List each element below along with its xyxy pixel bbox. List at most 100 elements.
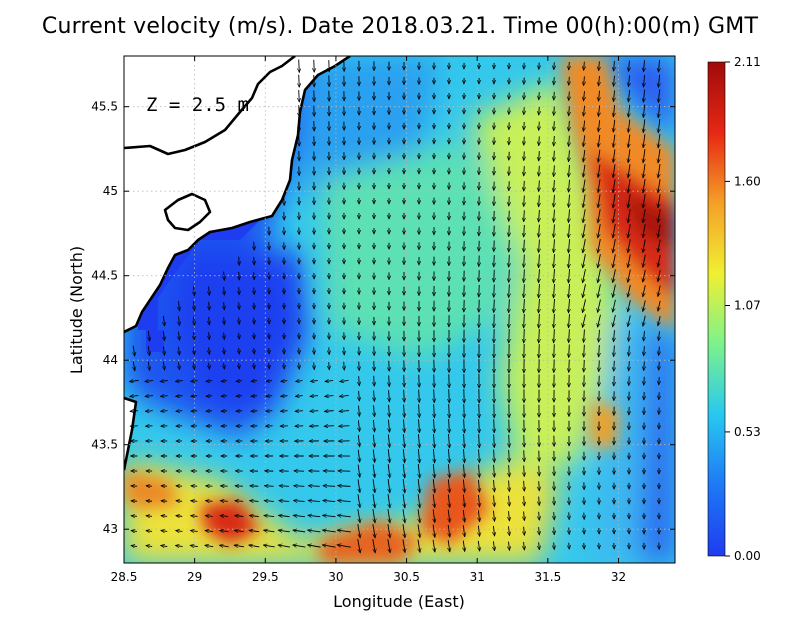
velocity-arrow [130,411,139,412]
velocity-arrow [509,510,510,521]
velocity-arrow [494,434,495,447]
velocity-arrow [359,376,360,386]
velocity-arrow [643,300,646,311]
velocity-arrow [554,542,555,550]
velocity-arrow [239,271,240,280]
velocity-arrow [264,501,274,502]
velocity-arrow [358,479,360,492]
velocity-arrow [337,530,351,532]
velocity-arrow [194,286,195,296]
velocity-arrow [133,345,135,356]
velocity-arrow [658,300,660,311]
velocity-arrow [293,530,306,532]
velocity-arrow [629,330,630,342]
velocity-arrow [178,362,179,370]
velocity-arrow [569,179,570,192]
velocity-arrow [554,512,555,520]
velocity-arrow [449,418,450,433]
velocity-arrow [448,479,449,492]
velocity-arrow [598,105,599,116]
velocity-arrow [448,524,450,537]
velocity-arrow [598,149,600,163]
velocity-arrow [628,315,631,326]
velocity-arrow [554,150,555,162]
velocity-arrow [569,76,570,85]
velocity-arrow [569,165,570,177]
velocity-arrow [554,77,555,85]
velocity-arrow [339,395,349,396]
velocity-arrow [628,269,631,283]
velocity-arrow [463,540,464,552]
velocity-arrow [524,180,525,191]
velocity-arrow [206,381,213,382]
velocity-arrow [554,165,555,176]
velocity-arrow [509,434,510,448]
velocity-arrow [239,347,240,354]
velocity-arrow [236,381,243,382]
velocity-arrow [569,120,570,131]
colorbar-tick-label: 2.11 [734,55,761,69]
velocity-arrow [404,404,405,418]
velocity-arrow [628,284,631,297]
velocity-arrow [264,486,274,487]
y-axis-ticks: 43 43.5 44 44.5 45 45.5 [91,100,675,536]
velocity-arrow [266,381,273,382]
velocity-arrow [191,381,198,382]
velocity-arrow [148,330,149,341]
velocity-arrow [584,359,585,372]
velocity-arrow [584,76,585,85]
velocity-arrow [178,331,179,341]
velocity-arrow [234,545,245,547]
velocity-arrow [249,501,259,502]
velocity-arrow [554,496,555,505]
velocity-arrow [374,375,375,386]
velocity-arrow [205,501,213,502]
velocity-arrow [658,59,659,72]
velocity-arrow [539,136,540,145]
velocity-arrow [583,105,584,116]
velocity-arrow [254,241,255,250]
x-tick-label: 32 [611,570,626,584]
velocity-arrow [568,268,569,283]
velocity-arrow [613,299,616,312]
velocity-arrow [358,494,360,507]
velocity-arrow [598,164,600,178]
velocity-arrow [643,315,646,327]
velocity-arrow [464,434,465,448]
velocity-arrow [659,346,660,356]
velocity-arrow [209,362,210,370]
colorbar-ticks: 0.00 0.53 1.07 1.60 2.11 [725,55,761,563]
velocity-arrow [524,239,525,252]
velocity-arrow [598,314,601,327]
velocity-arrow [539,511,540,520]
velocity-arrow [494,449,495,463]
velocity-arrow [463,464,464,477]
velocity-arrow [175,381,183,382]
velocity-arrow [176,411,183,412]
velocity-arrow [251,381,258,382]
velocity-arrow [221,381,228,382]
velocity-arrow [178,316,179,325]
velocity-arrow [296,381,303,382]
velocity-arrow [539,526,540,535]
velocity-arrow [339,426,350,427]
colorbar-gradient [707,61,726,557]
velocity-arrow [325,396,334,397]
velocity-arrow [524,465,525,477]
velocity-arrow [554,121,555,130]
velocity-arrow [493,510,494,522]
velocity-arrow [569,314,570,328]
velocity-arrow [266,411,273,412]
velocity-arrow [613,90,614,101]
velocity-arrow [373,464,375,477]
velocity-arrow [294,486,305,487]
velocity-arrow [209,286,210,296]
velocity-arrow [448,540,450,552]
velocity-arrow [629,60,630,72]
velocity-arrow [494,419,495,433]
velocity-arrow [373,434,374,447]
plot-frame [123,55,676,564]
velocity-arrow [175,545,183,546]
velocity-arrow [388,434,389,447]
velocity-arrow [598,120,599,132]
